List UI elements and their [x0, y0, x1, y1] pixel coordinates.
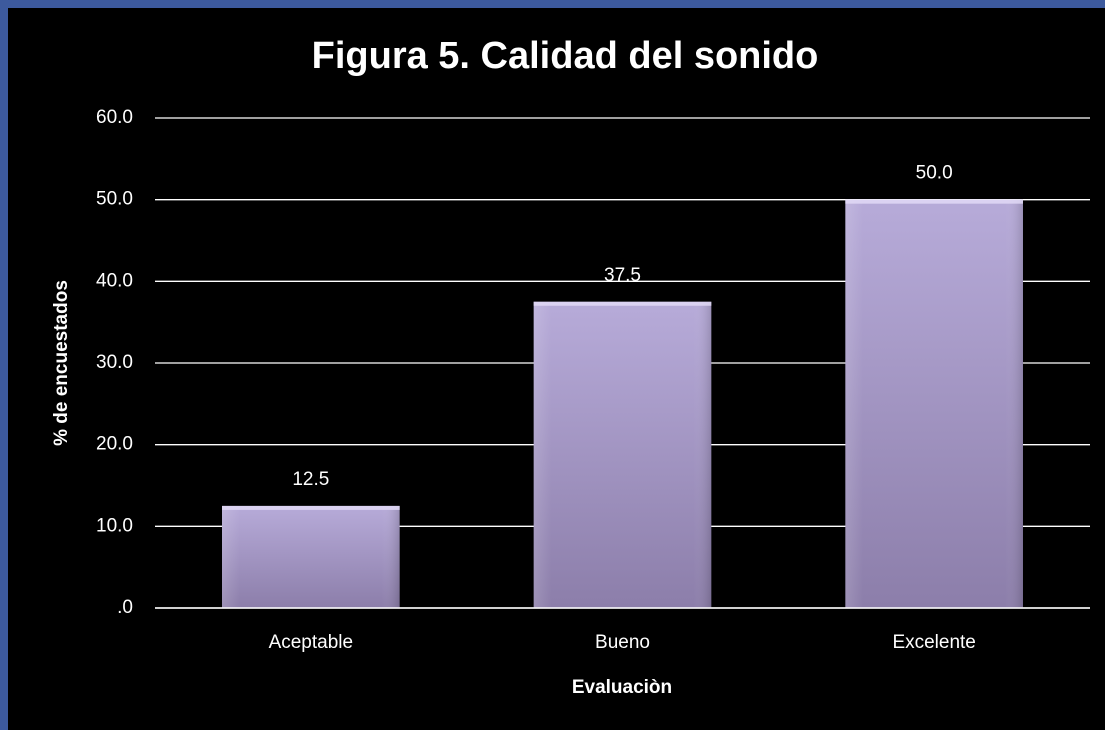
y-tick-label: 40.0 [96, 270, 133, 291]
bar-shade [533, 301, 712, 608]
x-tick-label: Aceptable [269, 632, 354, 653]
bar-top-edge [845, 199, 1023, 204]
bar-top-edge [533, 301, 712, 306]
bar-shade [222, 505, 400, 608]
y-axis-label: % de encuestados [51, 280, 72, 446]
data-label: 12.5 [292, 469, 329, 490]
y-tick-label: .0 [117, 597, 133, 618]
bar-top-edge [222, 505, 400, 510]
x-tick-label: Excelente [892, 632, 975, 653]
data-label: 50.0 [916, 163, 953, 184]
y-tick-label: 30.0 [96, 352, 133, 373]
x-tick-label: Bueno [595, 632, 650, 653]
data-label: 37.5 [604, 265, 641, 286]
x-axis-label: Evaluaciòn [572, 677, 672, 698]
y-tick-label: 10.0 [96, 515, 133, 536]
y-tick-label: 50.0 [96, 189, 133, 210]
y-tick-label: 20.0 [96, 434, 133, 455]
y-tick-label: 60.0 [96, 107, 133, 128]
bar-shade [845, 199, 1023, 608]
chart-title: Figura 5. Calidad del sonido [312, 35, 819, 77]
